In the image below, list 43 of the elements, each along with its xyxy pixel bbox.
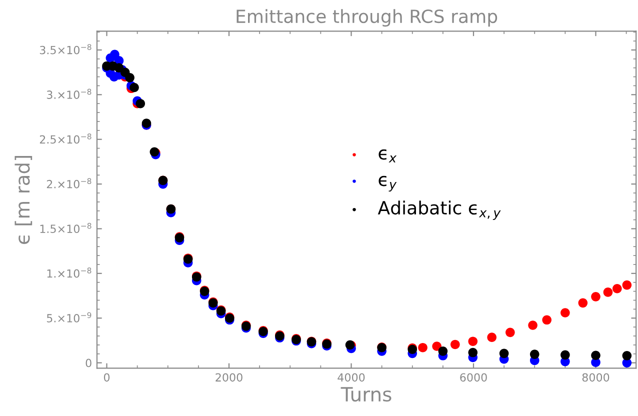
- point: [528, 320, 538, 330]
- y-tick-label: 3.5×10$^{−8}$: [40, 44, 92, 54]
- y-tick-label: 2.×10$^{−8}$: [46, 178, 92, 188]
- point: [468, 348, 478, 358]
- point: [418, 342, 428, 352]
- point: [130, 82, 139, 92]
- point: [438, 346, 448, 356]
- point: [125, 73, 134, 82]
- legend-label: ϵ$_{x}$: [378, 149, 397, 162]
- legend-label: Adiabatic ϵ$_{x,y}$: [378, 200, 501, 220]
- point: [612, 284, 622, 294]
- point: [450, 340, 460, 350]
- y-tick-label: 3.×10$^{−8}$: [46, 88, 92, 99]
- x-tick-label: 8000: [582, 373, 610, 382]
- y-tick-label: 1.5×10$^{−8}$: [40, 222, 92, 234]
- point: [622, 350, 632, 360]
- point: [560, 350, 570, 360]
- point: [578, 298, 588, 308]
- y-tick-label: 1.×10$^{−8}$: [47, 268, 92, 278]
- y-tick-label: 2.5×10$^{−8}$: [40, 133, 92, 144]
- point: [487, 332, 496, 342]
- point: [591, 350, 600, 360]
- x-tick-label: 0: [104, 373, 110, 382]
- legend-label: ϵ$_{y}$: [378, 176, 397, 192]
- y-tick-label: 5.×10$^{−9}$: [46, 312, 92, 322]
- x-tick-label: 2000: [216, 373, 242, 382]
- point: [560, 308, 570, 318]
- point: [603, 288, 613, 297]
- point: [432, 342, 442, 351]
- y-axis-title: ϵ [m rad]: [14, 156, 32, 244]
- point: [136, 98, 146, 108]
- x-tick-label: 6000: [460, 373, 487, 382]
- y-tick-label: 0: [86, 358, 92, 368]
- point: [468, 336, 478, 346]
- point: [530, 350, 540, 359]
- point: [542, 315, 552, 325]
- x-tick-label: 4000: [338, 373, 365, 382]
- x-axis-title: Turns: [340, 387, 392, 402]
- point: [591, 292, 600, 302]
- point: [506, 328, 515, 338]
- point: [622, 280, 632, 290]
- point: [499, 348, 509, 358]
- chart-title: Emittance through RCS ramp: [236, 9, 498, 27]
